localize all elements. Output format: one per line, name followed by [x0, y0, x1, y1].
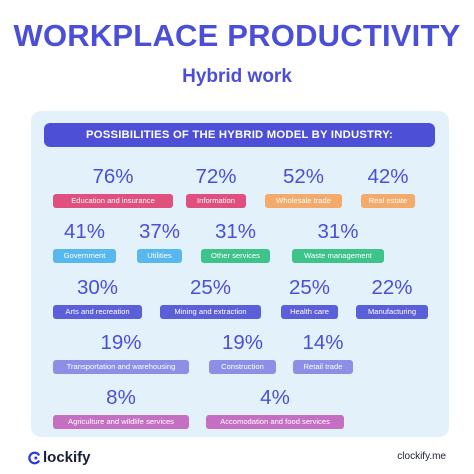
industry-label: Accomodation and food services: [206, 415, 344, 429]
industry-percentage: 41%: [63, 220, 106, 243]
industry-percentage: 25%: [288, 276, 331, 299]
industry-label: Construction: [209, 360, 276, 374]
industry-label: Agriculture and wildlife services: [53, 415, 189, 429]
industry-percentage: 72%: [195, 165, 237, 188]
industry-label: Other services: [201, 249, 270, 263]
chart-panel: [31, 111, 449, 437]
industry-percentage: 19%: [221, 331, 264, 354]
logo-text: lockify: [43, 449, 91, 466]
page-subtitle: Hybrid work: [182, 66, 292, 87]
industry-percentage: 76%: [92, 165, 134, 188]
footer-url: clockify.me: [397, 451, 446, 462]
industry-percentage: 30%: [76, 276, 119, 299]
panel-header: POSSIBILITIES OF THE HYBRID MODEL BY IND…: [44, 123, 435, 147]
industry-label: Waste management: [292, 249, 384, 263]
clockify-logo: lockify: [28, 450, 91, 466]
industry-percentage: 14%: [302, 331, 344, 354]
industry-label: Wholesale trade: [265, 194, 342, 208]
industry-label: Transportation and warehousing: [53, 360, 189, 374]
industry-percentage: 52%: [282, 165, 325, 188]
industry-percentage: 37%: [138, 220, 181, 243]
industry-label: Manufacturing: [356, 305, 428, 319]
industry-percentage: 19%: [100, 331, 142, 354]
industry-percentage: 4%: [260, 386, 290, 409]
industry-percentage: 31%: [317, 220, 359, 243]
industry-percentage: 22%: [371, 276, 413, 299]
page-title: WORKPLACE PRODUCTIVITY: [13, 18, 461, 53]
industry-label: Real estate: [361, 194, 415, 208]
industry-percentage: 42%: [367, 165, 409, 188]
industry-label: Retail trade: [293, 360, 353, 374]
industry-percentage: 8%: [106, 386, 136, 409]
industry-label: Information: [186, 194, 246, 208]
industry-label: Government: [53, 249, 116, 263]
industry-label: Health care: [281, 305, 338, 319]
industry-label: Mining and extraction: [160, 305, 261, 319]
industry-percentage: 31%: [214, 220, 257, 243]
industry-label: Utilities: [137, 249, 182, 263]
industry-percentage: 25%: [189, 276, 232, 299]
clockify-logo-icon: [28, 451, 40, 465]
industry-label: Education and insurance: [53, 194, 173, 208]
industry-label: Arts and recreation: [53, 305, 142, 319]
